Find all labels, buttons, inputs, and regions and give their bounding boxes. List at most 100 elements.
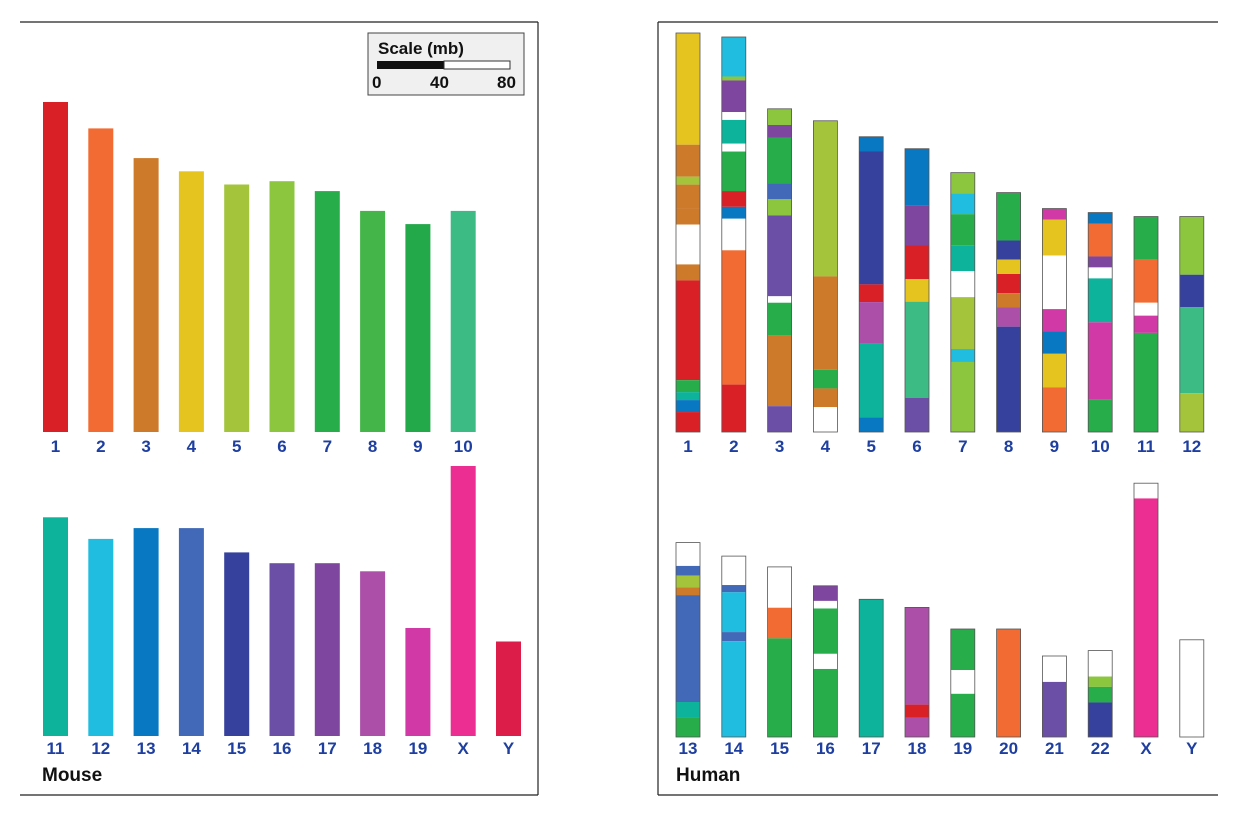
human-chromosome-label-13: 13: [679, 739, 698, 758]
human-chr2-segment: [721, 384, 746, 432]
human-chromosome-3-outline: [767, 108, 792, 433]
mouse-panel: 1 2 3 4 5 6 7 8 9 10 11 12 13 14 15 16 17 18 19 X Y Mouse: [20, 21, 539, 796]
human-chr14-segment: [721, 641, 746, 737]
human-chr2-segment: [721, 143, 746, 152]
human-chrx-segment: [1134, 498, 1158, 737]
human-chr18-segment: [905, 704, 929, 718]
human-chr2-segment: [721, 206, 746, 219]
human-chromosome-label-6: 6: [912, 437, 921, 456]
human-chromosome-label-17: 17: [862, 739, 881, 758]
human-chr2-segment: [721, 80, 746, 113]
human-chr9-segment: [1042, 208, 1067, 220]
mouse-title: Mouse: [42, 765, 102, 786]
human-chr19-segment: [950, 693, 975, 737]
human-chr9-segment: [1042, 219, 1067, 256]
human-chr15-segment: [767, 607, 792, 639]
mouse-chromosome-label-13: 13: [137, 739, 156, 758]
mouse-row2-chromosomes: 11 12 13 14 15 16 17 18 19 X Y: [43, 466, 521, 758]
human-chr13-segment: [676, 542, 700, 566]
human-chromosome-7-outline: [950, 172, 976, 433]
human-chr9-segment: [1042, 309, 1067, 332]
human-chr1-segment: [676, 400, 700, 413]
scale-tick-0: 0: [372, 73, 381, 92]
human-chr10-segment: [1088, 278, 1113, 323]
mouse-chromosome-label-x: X: [458, 739, 470, 758]
human-chr12-segment: [1179, 216, 1204, 275]
human-chr21-segment: [1042, 656, 1067, 682]
human-chr2-segment: [721, 218, 746, 251]
human-chr17-segment: [859, 599, 884, 737]
mouse-chromosome-9: [405, 224, 431, 432]
human-chr8-segment: [996, 293, 1021, 308]
human-chr13-segment: [676, 595, 700, 703]
human-chr4-segment: [813, 388, 838, 408]
human-chromosome-21-outline: [1042, 655, 1067, 738]
human-chr2-segment: [721, 112, 746, 120]
human-chromosome-9-outline: [1042, 208, 1067, 433]
human-chr1-segment: [676, 184, 700, 209]
human-chr13-segment: [676, 717, 700, 737]
human-chromosome-label-1: 1: [683, 437, 692, 456]
human-chr22-segment: [1088, 702, 1113, 737]
human-chr1-segment: [676, 176, 700, 185]
human-chromosome-label-y: Y: [1186, 739, 1198, 758]
human-chr16-segment: [813, 585, 838, 601]
human-chromosome-10-outline: [1087, 212, 1113, 433]
human-chr10-segment: [1088, 223, 1113, 257]
human-chromosome-22-outline: [1087, 650, 1113, 738]
mouse-chromosome-13: [133, 528, 159, 736]
human-chromosome-16-outline: [813, 585, 838, 738]
human-chromosome-label-8: 8: [1004, 437, 1013, 456]
human-row2-chromosomes: 13 14 15 16 17 18 19 20 21 22 X Y: [675, 482, 1205, 758]
human-chr8-segment: [996, 240, 1021, 260]
human-chr1-segment: [676, 264, 700, 281]
human-chr22-segment: [1088, 686, 1113, 703]
human-chr20-segment: [996, 629, 1021, 737]
human-chromosome-label-14: 14: [724, 739, 743, 758]
mouse-chromosome-label-17: 17: [318, 739, 337, 758]
human-chr5-segment: [859, 343, 884, 418]
human-chrx-segment: [1134, 483, 1158, 499]
human-chromosome-label-12: 12: [1182, 437, 1201, 456]
human-chr8-segment: [996, 259, 1021, 274]
human-chr3-segment: [767, 406, 792, 432]
human-chr3-segment: [767, 215, 792, 297]
human-chr4-segment: [813, 120, 838, 277]
human-chr10-segment: [1088, 399, 1113, 432]
human-chr7-segment: [950, 271, 975, 298]
human-chr6-segment: [905, 398, 929, 432]
human-chr16-segment: [813, 600, 838, 609]
scale-bar-white: [443, 60, 511, 70]
human-chromosome-2-outline: [721, 36, 747, 433]
human-chr5-segment: [859, 151, 884, 285]
human-chr21-segment: [1042, 681, 1067, 737]
human-chr3-segment: [767, 124, 792, 138]
human-chromosome-11-outline: [1133, 216, 1159, 433]
human-chr2-segment: [721, 76, 746, 81]
mouse-chromosome-6: [269, 181, 295, 432]
human-chr18-segment: [905, 607, 929, 705]
human-title: Human: [676, 765, 740, 786]
human-chr22-segment: [1088, 650, 1113, 677]
human-chromosome-label-x: X: [1140, 739, 1152, 758]
human-chr1-segment: [676, 144, 700, 177]
human-chr11-segment: [1134, 259, 1158, 303]
human-chr3-segment: [767, 108, 792, 125]
mouse-chromosome-8: [360, 210, 386, 432]
mouse-chromosome-1: [43, 102, 68, 432]
human-chr2-segment: [721, 151, 746, 192]
human-chr5-segment: [859, 302, 884, 344]
human-chromosome-label-2: 2: [729, 437, 738, 456]
mouse-chromosome-10: [450, 210, 476, 432]
human-chr3-segment: [767, 302, 792, 336]
human-chr14-segment: [721, 632, 746, 642]
scale-tick-80: 80: [497, 73, 516, 92]
scale-legend: Scale (mb) 0 40 80: [367, 32, 525, 96]
human-chromosome-8-outline: [996, 192, 1021, 433]
human-chr4-segment: [813, 276, 838, 370]
mouse-chromosome-label-11: 11: [47, 739, 65, 758]
human-chr14-segment: [721, 556, 746, 586]
mouse-chromosome-label-19: 19: [408, 739, 427, 758]
mouse-chromosome-label-2: 2: [96, 437, 105, 456]
mouse-chromosome-label-6: 6: [277, 437, 286, 456]
